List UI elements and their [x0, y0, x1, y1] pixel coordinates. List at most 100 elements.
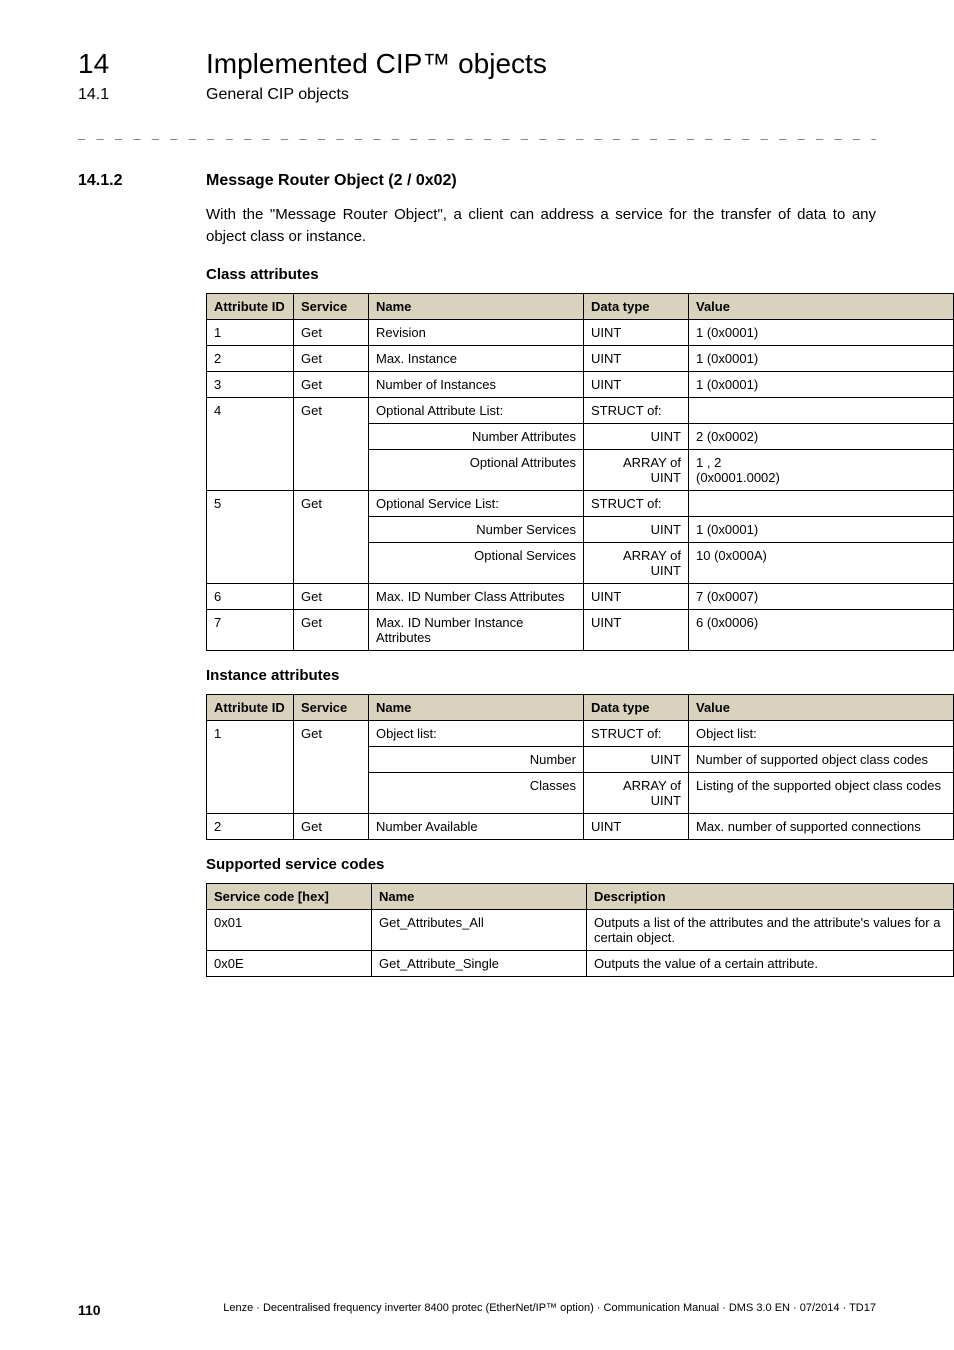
cell-name: Number	[369, 746, 584, 772]
th-service-code: Service code [hex]	[207, 883, 372, 909]
cell-name: Get_Attributes_All	[372, 909, 587, 950]
cell-val: Object list:	[689, 720, 954, 746]
section-title: Message Router Object (2 / 0x02)	[206, 172, 457, 190]
cell-name: Max. ID Number Instance Attributes	[369, 609, 584, 650]
intro-paragraph: With the "Message Router Object", a clie…	[206, 204, 876, 248]
class-attributes-table: Attribute ID Service Name Data type Valu…	[206, 293, 954, 651]
table-row: 3 Get Number of Instances UINT 1 (0x0001…	[207, 371, 954, 397]
cell-name: Max. ID Number Class Attributes	[369, 583, 584, 609]
th-attribute-id: Attribute ID	[207, 694, 294, 720]
cell-dt: STRUCT of:	[584, 720, 689, 746]
cell-id: 3	[207, 371, 294, 397]
th-name: Name	[372, 883, 587, 909]
table-row: 7 Get Max. ID Number Instance Attributes…	[207, 609, 954, 650]
page-number: 110	[78, 1302, 101, 1318]
divider-rule: _ _ _ _ _ _ _ _ _ _ _ _ _ _ _ _ _ _ _ _ …	[78, 126, 876, 140]
cell-name: Revision	[369, 319, 584, 345]
cell-dt: UINT	[584, 813, 689, 839]
cell-val: 6 (0x0006)	[689, 609, 954, 650]
cell-name: Number Attributes	[369, 423, 584, 449]
cell-name: Optional Attributes	[369, 449, 584, 490]
cell-val: 1 , 2 (0x0001.0002)	[689, 449, 954, 490]
class-attributes-heading: Class attributes	[206, 266, 876, 283]
cell-id: 7	[207, 609, 294, 650]
cell-dt: UINT	[584, 423, 689, 449]
th-service: Service	[294, 293, 369, 319]
cell-dt: STRUCT of:	[584, 397, 689, 423]
table-row: 0x0E Get_Attribute_Single Outputs the va…	[207, 950, 954, 976]
table-row: 2 Get Number Available UINT Max. number …	[207, 813, 954, 839]
subchapter-title: General CIP objects	[206, 86, 349, 104]
table-row: 4 Get Optional Attribute List: STRUCT of…	[207, 397, 954, 423]
cell-name: Object list:	[369, 720, 584, 746]
cell-val	[689, 397, 954, 423]
cell-svc: Get	[294, 583, 369, 609]
cell-val: 10 (0x000A)	[689, 542, 954, 583]
chapter-number: 14	[78, 48, 158, 80]
cell-val: Number of supported object class codes	[689, 746, 954, 772]
cell-id: 1	[207, 720, 294, 813]
cell-val: Max. number of supported connections	[689, 813, 954, 839]
cell-dt: UINT	[584, 345, 689, 371]
service-codes-heading: Supported service codes	[206, 856, 876, 873]
cell-val: 1 (0x0001)	[689, 345, 954, 371]
cell-dt: UINT	[584, 516, 689, 542]
cell-val: 2 (0x0002)	[689, 423, 954, 449]
cell-desc: Outputs the value of a certain attribute…	[587, 950, 954, 976]
cell-id: 1	[207, 319, 294, 345]
cell-name: Optional Services	[369, 542, 584, 583]
cell-desc: Outputs a list of the attributes and the…	[587, 909, 954, 950]
th-data-type: Data type	[584, 694, 689, 720]
cell-val	[689, 490, 954, 516]
table-row: 6 Get Max. ID Number Class Attributes UI…	[207, 583, 954, 609]
th-name: Name	[369, 694, 584, 720]
th-value: Value	[689, 694, 954, 720]
cell-id: 4	[207, 397, 294, 490]
th-service: Service	[294, 694, 369, 720]
th-value: Value	[689, 293, 954, 319]
cell-svc: Get	[294, 371, 369, 397]
cell-id: 2	[207, 813, 294, 839]
section-number: 14.1.2	[78, 172, 158, 190]
cell-dt: UINT	[584, 609, 689, 650]
cell-dt: UINT	[584, 746, 689, 772]
cell-svc: Get	[294, 319, 369, 345]
cell-dt: ARRAY of UINT	[584, 542, 689, 583]
cell-val: Listing of the supported object class co…	[689, 772, 954, 813]
table-row: 2 Get Max. Instance UINT 1 (0x0001)	[207, 345, 954, 371]
table-row: 0x01 Get_Attributes_All Outputs a list o…	[207, 909, 954, 950]
cell-val: 1 (0x0001)	[689, 516, 954, 542]
cell-dt: UINT	[584, 583, 689, 609]
cell-svc: Get	[294, 490, 369, 583]
cell-val: 7 (0x0007)	[689, 583, 954, 609]
cell-name: Number Services	[369, 516, 584, 542]
th-data-type: Data type	[584, 293, 689, 319]
cell-code: 0x01	[207, 909, 372, 950]
cell-val: 1 (0x0001)	[689, 371, 954, 397]
table-row: 1 Get Object list: STRUCT of: Object lis…	[207, 720, 954, 746]
cell-svc: Get	[294, 609, 369, 650]
instance-attributes-table: Attribute ID Service Name Data type Valu…	[206, 694, 954, 840]
cell-name: Get_Attribute_Single	[372, 950, 587, 976]
cell-code: 0x0E	[207, 950, 372, 976]
th-description: Description	[587, 883, 954, 909]
cell-name: Number Available	[369, 813, 584, 839]
cell-dt: STRUCT of:	[584, 490, 689, 516]
th-attribute-id: Attribute ID	[207, 293, 294, 319]
cell-dt: UINT	[584, 371, 689, 397]
cell-name: Number of Instances	[369, 371, 584, 397]
cell-name: Classes	[369, 772, 584, 813]
table-row: 1 Get Revision UINT 1 (0x0001)	[207, 319, 954, 345]
table-row: 5 Get Optional Service List: STRUCT of:	[207, 490, 954, 516]
cell-dt: UINT	[584, 319, 689, 345]
cell-id: 2	[207, 345, 294, 371]
th-name: Name	[369, 293, 584, 319]
cell-svc: Get	[294, 720, 369, 813]
footer-text: Lenze · Decentralised frequency inverter…	[223, 1302, 876, 1318]
chapter-title: Implemented CIP™ objects	[206, 48, 547, 80]
instance-attributes-heading: Instance attributes	[206, 667, 876, 684]
cell-dt: ARRAY of UINT	[584, 449, 689, 490]
cell-name: Max. Instance	[369, 345, 584, 371]
cell-val: 1 (0x0001)	[689, 319, 954, 345]
cell-svc: Get	[294, 345, 369, 371]
